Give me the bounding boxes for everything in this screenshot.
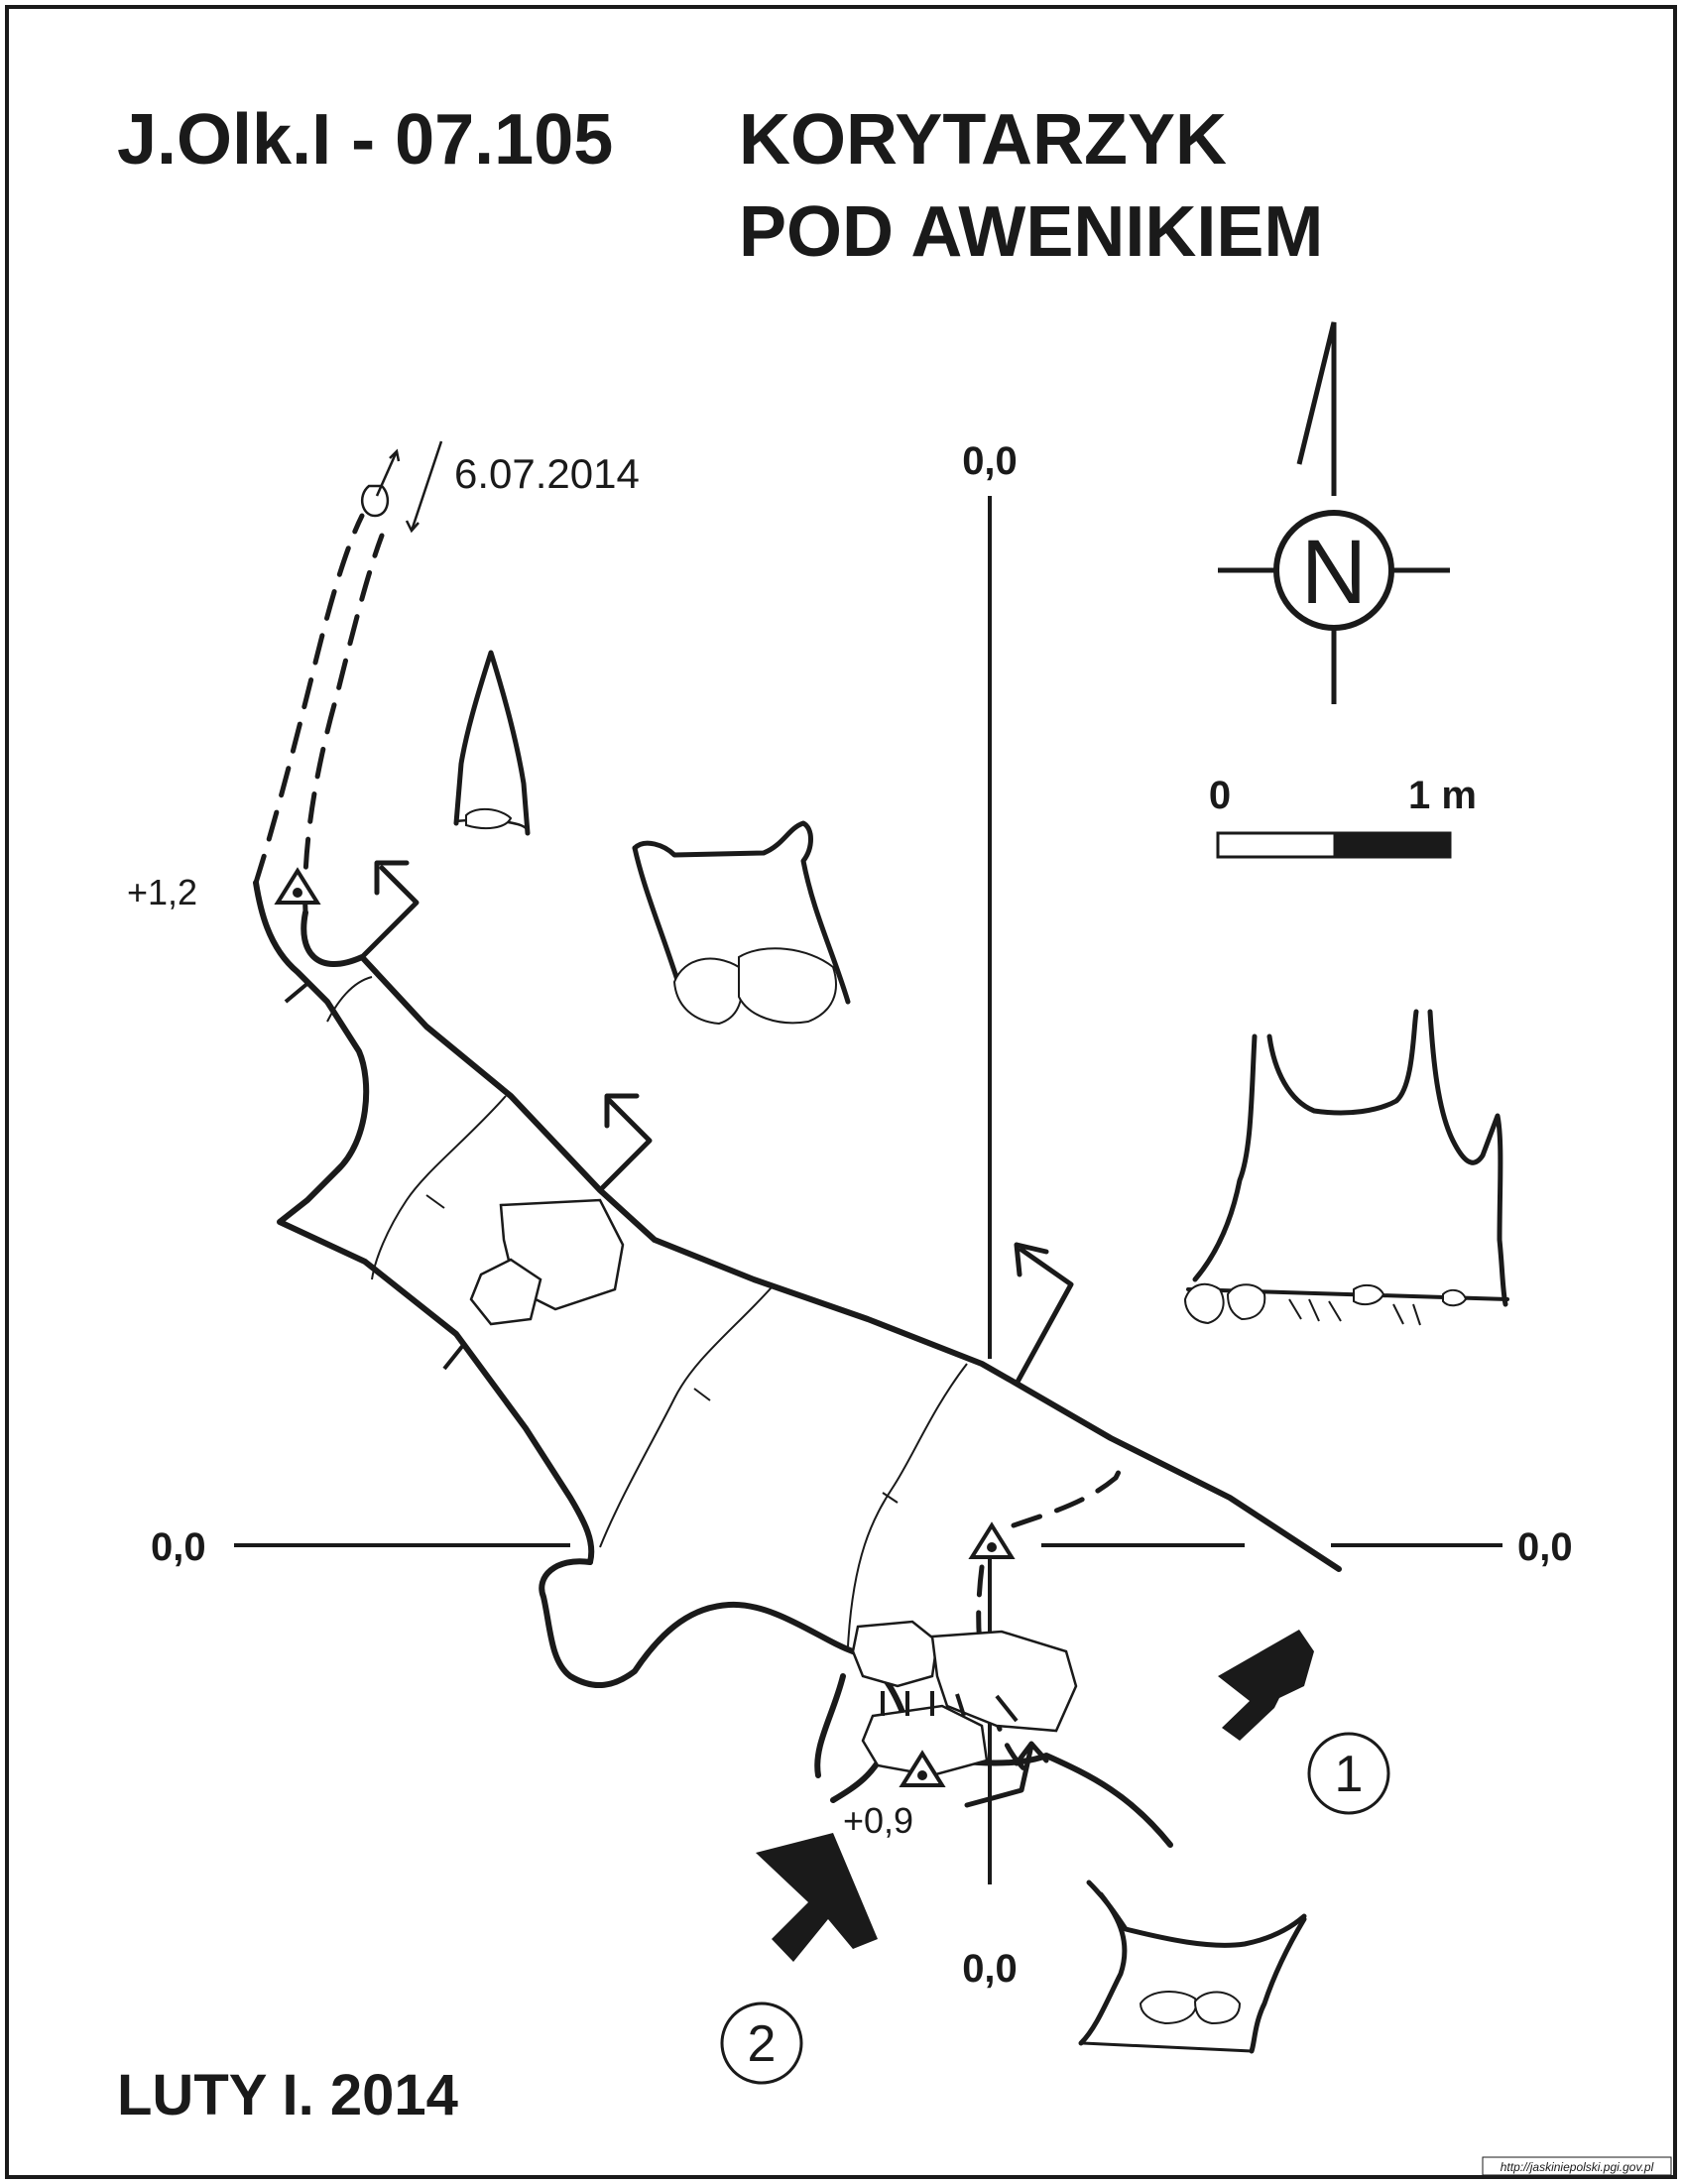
entrance-label-one: 1 — [1335, 1746, 1364, 1803]
level-label-top: 0,0 — [962, 439, 1018, 483]
source-url[interactable]: http://jaskiniepolski.pgi.gov.pl — [1501, 2160, 1654, 2174]
source-url-box — [1482, 2156, 1672, 2176]
date-tie-arrows — [360, 440, 443, 534]
section-boulders — [465, 807, 1468, 2025]
level-label-bottom: 0,0 — [962, 1947, 1018, 1991]
cave-passage-walls — [253, 880, 1342, 1848]
height-mark-upper: +1,2 — [127, 872, 197, 912]
survey-station-mid-icon — [968, 1521, 1016, 1559]
survey-stations — [274, 867, 1016, 1787]
author-credit: LUTY I. 2014 — [117, 2063, 458, 2127]
entrance-marker-two-icon — [720, 2002, 803, 2085]
entrance-ticks — [284, 980, 1019, 1723]
survey-date-note: 6.07.2014 — [454, 450, 640, 497]
cave-name-line2: POD AWENIKIEM — [739, 192, 1323, 272]
boulders — [469, 1198, 1078, 1777]
passage-cross-lines — [326, 976, 968, 1647]
level-label-left: 0,0 — [151, 1525, 206, 1569]
section-arrows — [359, 860, 1074, 1808]
cave-code: J.Olk.I - 07.105 — [117, 100, 613, 180]
level-label-right: 0,0 — [1517, 1525, 1573, 1569]
scale-start-label: 0 — [1209, 774, 1231, 817]
map-frame — [5, 5, 1677, 2179]
scale-bar — [1216, 831, 1452, 859]
entrance-label-two: 2 — [748, 2015, 777, 2073]
dashed-unsurveyed-passage — [253, 513, 1129, 1778]
survey-station-upper-icon — [274, 867, 321, 905]
north-label: N — [1301, 522, 1367, 623]
height-mark-lower: +0,9 — [843, 1800, 913, 1841]
survey-station-lower-icon — [899, 1750, 946, 1787]
entrance-marker-one-icon — [1307, 1732, 1390, 1815]
section-floor-hatching — [1288, 1298, 1421, 1326]
north-arrow-icon — [1218, 321, 1450, 704]
entrance-arrow-two-icon — [756, 1833, 878, 1962]
scale-end-label: 1 m — [1408, 774, 1477, 817]
cave-name-line1: KORYTARZYK — [739, 100, 1227, 180]
cross-section-profiles — [453, 650, 1509, 2054]
entrance-arrow-one-icon — [1218, 1630, 1314, 1741]
